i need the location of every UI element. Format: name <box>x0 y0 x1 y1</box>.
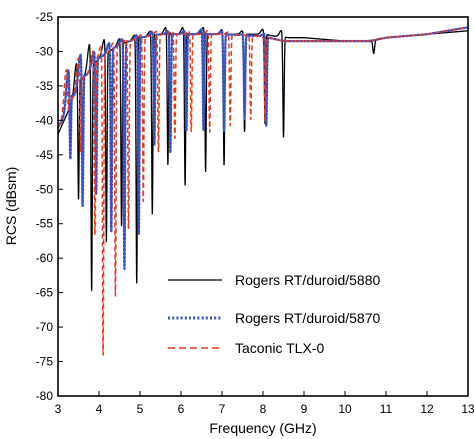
y-tick-label: -70 <box>36 320 54 334</box>
y-tick-label: -30 <box>36 44 54 58</box>
x-tick-label: 9 <box>301 402 308 416</box>
y-tick-label: -25 <box>36 10 54 24</box>
x-tick-label: 4 <box>96 402 103 416</box>
x-axis-title: Frequency (GHz) <box>209 420 316 436</box>
x-tick-label: 11 <box>380 402 393 416</box>
y-tick-label: -45 <box>36 148 54 162</box>
series-line-2 <box>58 26 468 356</box>
x-tick-label: 12 <box>420 402 434 416</box>
x-axis-ticks: 3 4 5 6 7 8 9 10 11 12 13 <box>55 391 474 416</box>
legend: Rogers RT/duroid/5880 Rogers RT/duroid/58… <box>168 272 380 356</box>
y-tick-label: -40 <box>36 113 54 127</box>
x-tick-label: 3 <box>55 402 62 416</box>
y-tick-label: -80 <box>36 389 54 403</box>
x-tick-label: 7 <box>219 402 226 416</box>
x-tick-label: 10 <box>338 402 352 416</box>
series-layer <box>58 26 468 356</box>
y-tick-label: -50 <box>36 182 54 196</box>
x-tick-label: 5 <box>137 402 144 416</box>
y-tick-label: -75 <box>36 355 54 369</box>
y-tick-label: -35 <box>36 79 54 93</box>
x-tick-label: 13 <box>461 402 474 416</box>
y-tick-label: -55 <box>36 217 54 231</box>
y-tick-label: -60 <box>36 251 54 265</box>
legend-label-0: Rogers RT/duroid/5880 <box>235 272 380 288</box>
x-tick-label: 6 <box>178 402 185 416</box>
legend-label-1: Rogers RT/duroid/5870 <box>235 310 380 326</box>
legend-label-2: Taconic TLX-0 <box>235 340 324 356</box>
x-tick-label: 8 <box>260 402 267 416</box>
series-line-1 <box>58 26 468 271</box>
y-axis-title: RCS (dBsm) <box>3 167 19 246</box>
y-axis-ticks: -25 -30 -35 -40 -45 -50 -55 -60 -65 -70 -75 -80 <box>36 10 63 403</box>
series-line-0 <box>58 26 468 292</box>
y-tick-label: -65 <box>36 286 54 300</box>
